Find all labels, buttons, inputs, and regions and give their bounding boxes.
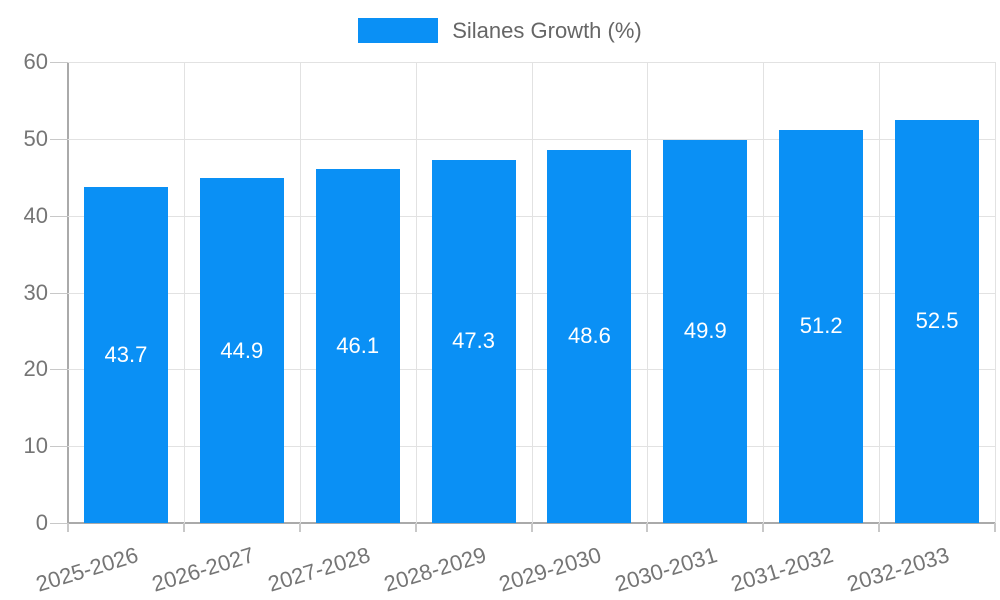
bar-value-label: 43.7: [104, 342, 148, 368]
gridline-vertical: [763, 62, 765, 523]
x-axis-tick: [646, 523, 649, 532]
bar-value-label: 44.9: [220, 337, 264, 363]
gridline-vertical: [183, 62, 185, 523]
bar-2025-2026[interactable]: [83, 187, 168, 523]
gridline-vertical: [531, 62, 533, 523]
y-axis-tick: [50, 62, 68, 63]
gridline-vertical: [647, 62, 649, 523]
gridline-vertical: [415, 62, 417, 523]
y-axis-tick: [50, 369, 68, 371]
bar-value-label: 52.5: [915, 308, 959, 334]
bar-value-label: 49.9: [683, 318, 727, 344]
y-axis-tick: [50, 523, 68, 524]
bar-2028-2029[interactable]: [431, 159, 516, 523]
y-axis-tick-label: 40: [23, 202, 48, 228]
bar-2031-2032[interactable]: [779, 129, 864, 523]
x-axis-tick: [530, 523, 533, 532]
y-axis-tick-label: 0: [35, 510, 48, 535]
bar-2032-2033[interactable]: [895, 119, 980, 523]
y-axis-tick-label: 60: [23, 49, 48, 74]
bar-2029-2030[interactable]: [547, 149, 632, 523]
bar-2026-2027[interactable]: [199, 178, 284, 523]
x-axis-tick: [762, 523, 765, 532]
y-axis-tick-label: 50: [23, 125, 48, 151]
x-axis-tick: [67, 523, 69, 532]
bar-value-label: 51.2: [799, 313, 843, 339]
plot-area: 0 10 20 30 40 50 60 43.7 2025-2026 44.9 2026-2027 4…: [24, 49, 996, 597]
y-axis-tick-label: 30: [23, 279, 48, 305]
bar-2030-2031[interactable]: [663, 139, 748, 523]
gridline-vertical: [995, 62, 996, 523]
y-axis-tick-label: 10: [23, 433, 48, 459]
bar-value-label: 47.3: [452, 328, 495, 354]
x-axis-tick: [182, 523, 185, 532]
bar-value-label: 46.1: [336, 332, 380, 358]
legend-label: Silanes Growth (%): [452, 18, 642, 43]
y-axis-tick: [50, 138, 68, 140]
bar-2027-2028[interactable]: [315, 168, 400, 523]
y-axis-tick: [50, 446, 68, 448]
legend[interactable]: Silanes Growth (%): [0, 18, 1000, 43]
y-axis-tick: [50, 215, 68, 217]
x-axis-tick: [298, 523, 301, 532]
x-axis-tick: [414, 523, 417, 532]
x-axis-tick: [994, 523, 996, 532]
y-axis-tick-label: 20: [23, 356, 48, 382]
gridline-vertical: [879, 62, 881, 523]
y-axis-tick: [50, 292, 68, 294]
x-axis-tick: [878, 523, 881, 532]
gridline-vertical: [299, 62, 301, 523]
bar-value-label: 48.6: [568, 323, 611, 349]
legend-swatch[interactable]: [358, 18, 439, 43]
